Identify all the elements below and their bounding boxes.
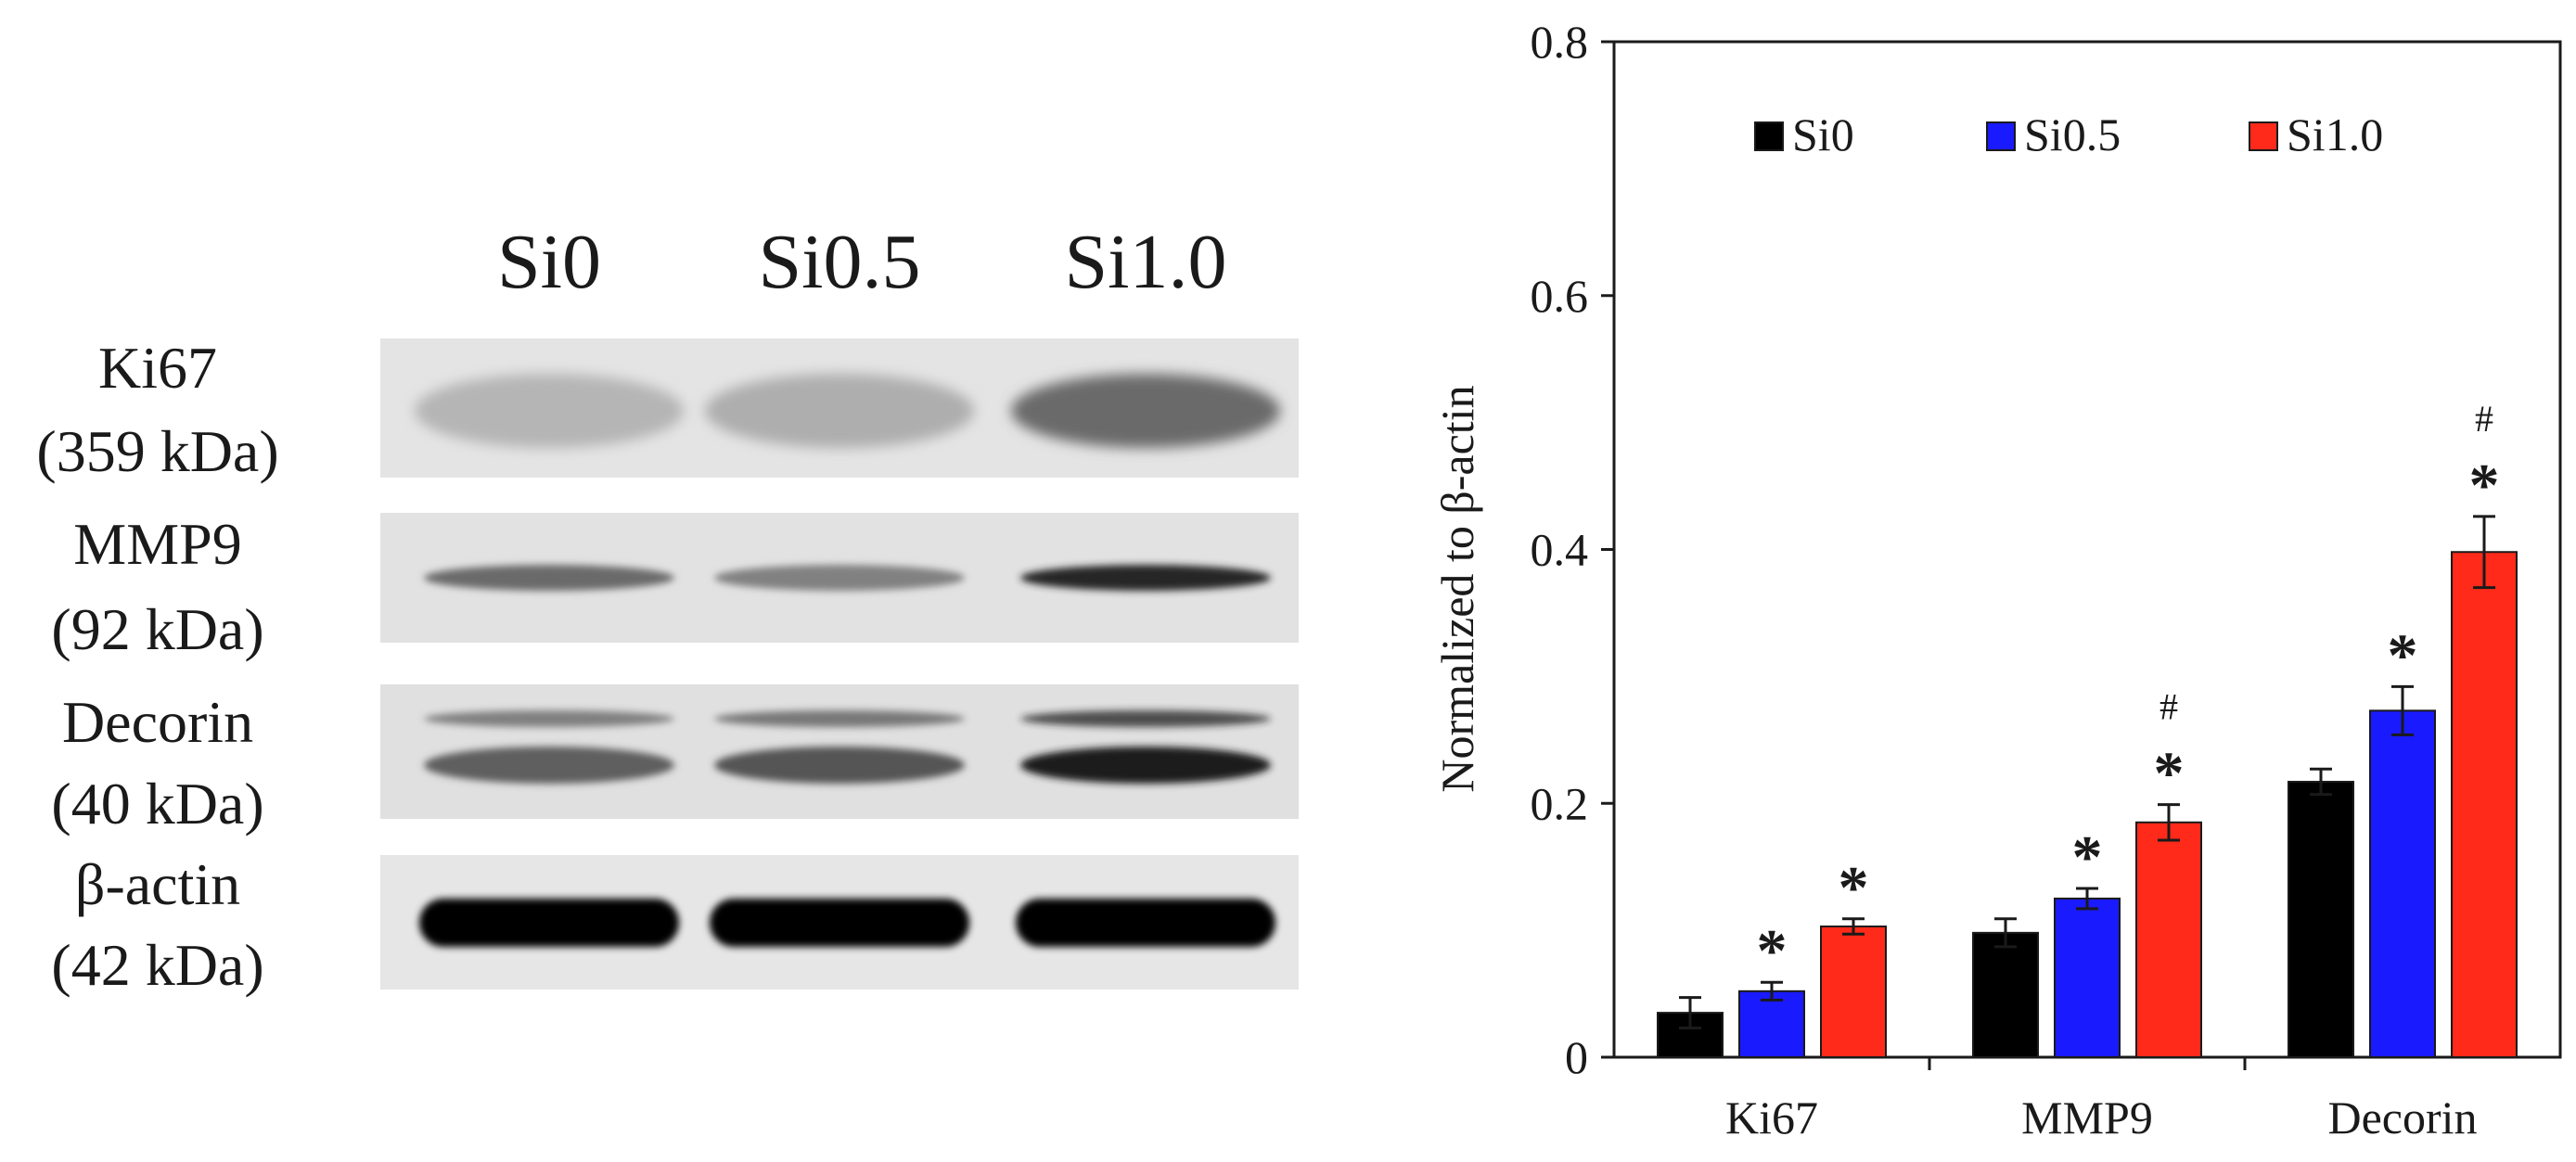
protein-size-mmp9: (92 kDa) — [51, 596, 263, 662]
protein-name-ki67: Ki67 — [98, 335, 217, 401]
band-ki67-lane-2 — [705, 374, 974, 448]
band-mmp9-lane-2 — [714, 565, 965, 591]
significance-asterisk: * — [2072, 824, 2103, 891]
band-ki67-lane-3 — [1011, 374, 1280, 448]
chart-legend: Si0 Si0.5 Si1.0 — [1754, 109, 2383, 160]
bar — [2288, 780, 2354, 1058]
significance-asterisk: * — [2388, 621, 2418, 689]
legend-label: Si0.5 — [2024, 109, 2121, 160]
band-ki67-lane-1 — [415, 374, 684, 448]
chart-axes: 0 0.2 0.4 0.6 0.8 Ki67 MMP9 Decorin — [1531, 16, 2562, 1143]
lane-label-si0: Si0 — [497, 219, 601, 305]
x-tick-label: Decorin — [2327, 1092, 2477, 1143]
blot-strip-ki67 — [380, 338, 1299, 478]
lane-label-si10: Si1.0 — [1064, 219, 1226, 305]
significance-hash: # — [2475, 398, 2493, 440]
protein-name-mmp9: MMP9 — [73, 511, 241, 577]
significance-asterisk: * — [1839, 854, 1869, 922]
protein-size-decorin: (40 kDa) — [51, 771, 263, 836]
significance-asterisk: * — [2154, 740, 2185, 808]
band-decorin-lane-3-upper — [1020, 710, 1271, 727]
blot-strip-decorin — [380, 684, 1299, 819]
band-decorin-lane-1-upper — [424, 710, 674, 727]
y-tick-label: 0.2 — [1531, 777, 1589, 829]
legend-swatch — [1986, 121, 2016, 151]
band--actin-lane-1 — [419, 899, 679, 947]
band-decorin-lane-2-lower — [714, 747, 965, 784]
legend-label: Si1.0 — [2287, 109, 2383, 160]
protein-labels: Ki67 (359 kDa) MMP9 (92 kDa) Decorin (40… — [36, 335, 278, 998]
significance-asterisk: * — [1757, 917, 1788, 985]
band-mmp9-lane-1 — [424, 565, 674, 591]
significance-asterisk: * — [2469, 452, 2500, 519]
y-tick-label: 0 — [1565, 1031, 1588, 1083]
bar — [1820, 926, 1887, 1058]
band-decorin-lane-1-lower — [424, 747, 674, 784]
blot-strip-beta-actin — [380, 855, 1299, 990]
band--actin-lane-2 — [710, 899, 969, 947]
x-tick-label: Ki67 — [1725, 1092, 1818, 1143]
significance-hash: # — [2159, 686, 2178, 728]
lane-labels: Si0 Si0.5 Si1.0 — [497, 219, 1227, 305]
band-decorin-lane-3-lower — [1020, 747, 1271, 784]
band-decorin-lane-2-upper — [714, 710, 965, 727]
y-axis-label: Normalized to β-actin — [1431, 385, 1483, 792]
lane-label-si05: Si0.5 — [758, 219, 920, 305]
protein-size-ki67: (359 kDa) — [36, 418, 278, 484]
bar — [1738, 990, 1805, 1058]
protein-name-decorin: Decorin — [62, 689, 253, 755]
band-mmp9-lane-3 — [1020, 565, 1271, 591]
y-tick-label: 0.6 — [1531, 270, 1589, 322]
bar — [2054, 897, 2121, 1058]
western-blot-panel: Si0 Si0.5 Si1.0 Ki67 (359 kDa) MMP9 (92 … — [36, 219, 1299, 998]
legend-swatch — [1754, 121, 1784, 151]
y-tick-label: 0.8 — [1531, 16, 1589, 68]
x-tick-label: MMP9 — [2021, 1092, 2153, 1143]
bar-chart: Normalized to β-actin 0 0.2 0.4 0.6 0.8 Ki67 M… — [1431, 16, 2562, 1143]
y-tick-label: 0.4 — [1531, 524, 1589, 576]
legend-label: Si0 — [1792, 109, 1854, 160]
protein-name-beta-actin: β-actin — [75, 851, 240, 917]
legend-swatch — [2249, 121, 2278, 151]
bar — [2135, 821, 2202, 1058]
bar — [1972, 931, 2039, 1058]
protein-size-beta-actin: (42 kDa) — [51, 932, 263, 998]
band--actin-lane-3 — [1016, 899, 1275, 947]
bar — [2451, 551, 2518, 1058]
blot-strip-mmp9 — [380, 513, 1299, 643]
chart-bars: * * * * * # * # — [1657, 398, 2518, 1058]
bar — [2369, 709, 2436, 1058]
